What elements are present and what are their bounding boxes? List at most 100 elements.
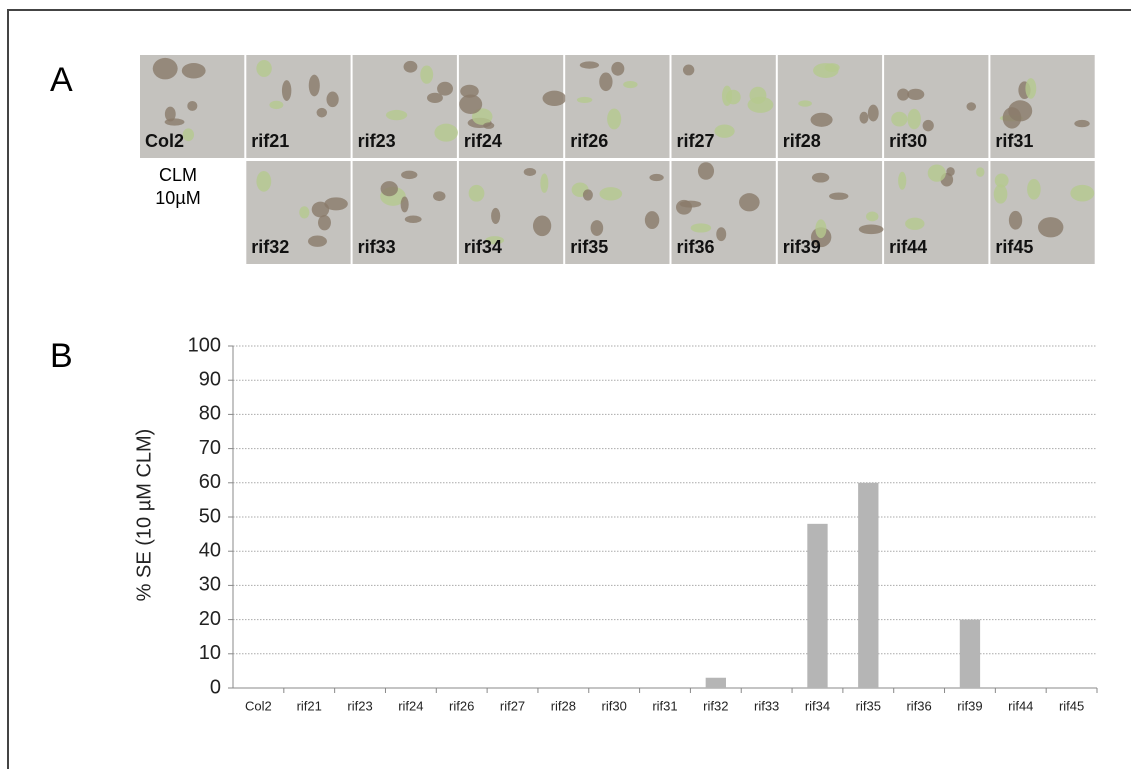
x-tick-label: rif45 xyxy=(1059,698,1084,713)
seedling xyxy=(405,216,422,223)
seedling xyxy=(645,211,659,229)
seedling xyxy=(891,112,907,127)
seedling xyxy=(923,120,934,132)
y-tick-label: 20 xyxy=(199,608,221,630)
tile-label: rif36 xyxy=(677,237,715,257)
condition-label: 10µM xyxy=(155,188,200,208)
seedling xyxy=(269,101,283,109)
seedling xyxy=(483,122,494,129)
seedling xyxy=(611,62,624,76)
seedling xyxy=(722,86,732,106)
tile-label: Col2 xyxy=(145,131,184,151)
x-tick-label: rif23 xyxy=(347,698,372,713)
tile-label: rif27 xyxy=(677,131,715,151)
tile-label: rif30 xyxy=(889,131,927,151)
seedling xyxy=(153,58,178,80)
seedling xyxy=(716,227,726,241)
seedling xyxy=(623,81,637,88)
seedling xyxy=(533,216,551,237)
seedling xyxy=(591,220,604,236)
tile-label: rif32 xyxy=(251,237,289,257)
seedling xyxy=(1038,217,1063,237)
seedling xyxy=(580,61,599,68)
tile-label: rif28 xyxy=(783,131,821,151)
x-tick-label: rif35 xyxy=(856,698,881,713)
y-tick-label: 50 xyxy=(199,505,221,527)
seedling xyxy=(183,128,194,141)
seedling xyxy=(308,236,327,247)
bar xyxy=(960,620,980,688)
tile-label: rif24 xyxy=(464,131,502,151)
seedling xyxy=(683,65,694,76)
seedling xyxy=(825,63,840,72)
seedling xyxy=(907,89,924,100)
x-tick-label: rif28 xyxy=(551,698,576,713)
y-tick-label: 90 xyxy=(199,368,221,390)
seedling xyxy=(928,164,946,181)
y-tick-label: 30 xyxy=(199,574,221,596)
seedling xyxy=(829,192,848,199)
x-tick-label: rif27 xyxy=(500,698,525,713)
seedling xyxy=(866,212,878,222)
tile-label: rif45 xyxy=(995,237,1033,257)
seedling xyxy=(182,63,206,78)
seedling xyxy=(543,91,567,106)
seedling xyxy=(599,72,612,91)
seedling xyxy=(491,208,500,224)
y-tick-label: 60 xyxy=(199,471,221,493)
seedling xyxy=(1027,179,1041,200)
seedling xyxy=(309,75,320,97)
seedling xyxy=(469,185,485,202)
seedling xyxy=(437,82,453,96)
seedling xyxy=(401,171,417,180)
seedling xyxy=(898,172,906,190)
seedling xyxy=(282,80,291,101)
seedling xyxy=(577,97,592,103)
seedling xyxy=(1003,107,1022,128)
y-tick-label: 80 xyxy=(199,403,221,425)
seedling xyxy=(748,97,774,113)
y-tick-label: 100 xyxy=(188,334,221,356)
bar xyxy=(858,483,878,688)
seedling xyxy=(859,112,868,124)
tile-label: rif35 xyxy=(570,237,608,257)
seedling xyxy=(859,224,884,234)
seedling xyxy=(905,218,924,230)
seedling xyxy=(1074,120,1089,127)
seedling xyxy=(1009,211,1022,230)
seedling xyxy=(907,109,920,130)
tile-label: rif26 xyxy=(570,131,608,151)
seedling xyxy=(897,88,909,100)
seedling xyxy=(420,65,433,83)
seedling xyxy=(459,94,482,113)
x-tick-label: rif39 xyxy=(957,698,982,713)
seedling xyxy=(811,113,833,127)
seedling xyxy=(433,191,445,201)
seedling xyxy=(607,108,621,129)
y-tick-label: 0 xyxy=(210,676,221,698)
seedling xyxy=(599,187,622,200)
seedling xyxy=(714,125,734,138)
seedling xyxy=(1070,185,1094,202)
tile-label: rif23 xyxy=(358,131,396,151)
y-axis-label: % SE (10 µM CLM) xyxy=(133,429,155,602)
x-tick-label: Col2 xyxy=(245,698,272,713)
seedling xyxy=(256,60,271,77)
figure: A B CLM 10µM % SE (10 µM CLM) Col2rif21r… xyxy=(0,0,1131,769)
seedling xyxy=(381,181,398,196)
seedling xyxy=(649,174,663,181)
seedling xyxy=(165,107,176,122)
x-tick-label: rif21 xyxy=(297,698,322,713)
page: A B CLM 10µM % SE (10 µM CLM) Col2rif21r… xyxy=(0,0,1131,774)
tile-label: rif31 xyxy=(995,131,1033,151)
y-tick-label: 10 xyxy=(199,642,221,664)
x-tick-label: rif33 xyxy=(754,698,779,713)
tile-label: rif34 xyxy=(464,237,502,257)
condition-label: CLM xyxy=(159,165,197,185)
seedling xyxy=(994,184,1008,203)
seedling xyxy=(299,206,309,218)
seedling xyxy=(434,124,457,142)
seedling xyxy=(812,173,829,183)
seedling xyxy=(427,93,443,103)
seedling xyxy=(739,193,760,211)
